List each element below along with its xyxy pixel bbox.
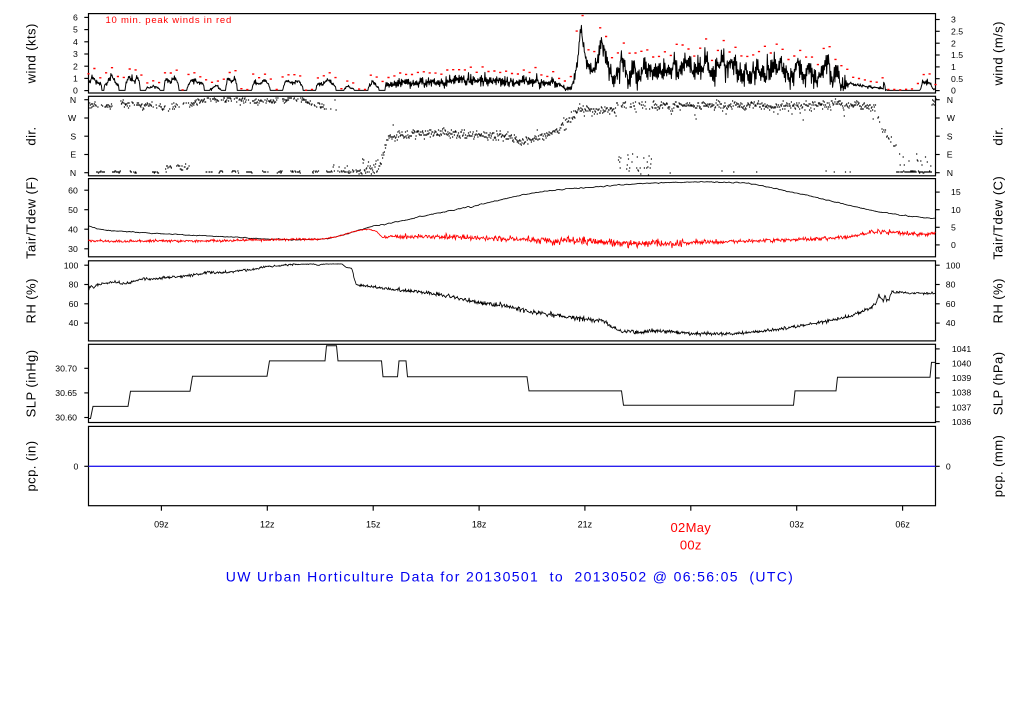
svg-text:pcp. (mm): pcp. (mm) (990, 435, 1005, 498)
svg-text:2.5: 2.5 (951, 26, 963, 36)
svg-text:2: 2 (73, 61, 78, 71)
svg-text:12z: 12z (260, 520, 275, 530)
svg-text:E: E (947, 150, 953, 160)
svg-text:0: 0 (951, 86, 956, 96)
svg-text:4: 4 (73, 37, 78, 47)
svg-text:3: 3 (73, 49, 78, 59)
svg-text:10: 10 (951, 205, 961, 215)
svg-text:40: 40 (946, 318, 956, 328)
svg-text:1.5: 1.5 (951, 50, 963, 60)
svg-text:SLP (inHg): SLP (inHg) (23, 349, 38, 417)
svg-text:1041: 1041 (952, 344, 971, 354)
svg-text:W: W (68, 113, 77, 123)
svg-text:2: 2 (951, 38, 956, 48)
svg-text:1: 1 (951, 62, 956, 72)
svg-text:N: N (947, 168, 953, 178)
svg-text:E: E (70, 150, 76, 160)
svg-text:0: 0 (951, 240, 956, 250)
svg-text:21z: 21z (578, 520, 593, 530)
svg-text:30.65: 30.65 (55, 388, 77, 398)
svg-text:S: S (947, 131, 953, 141)
svg-text:40: 40 (68, 224, 78, 234)
svg-text:09z: 09z (154, 520, 169, 530)
svg-text:0.5: 0.5 (951, 74, 963, 84)
svg-text:100: 100 (64, 260, 79, 270)
svg-text:02May: 02May (671, 520, 712, 535)
svg-text:06z: 06z (895, 520, 910, 530)
svg-text:dir.: dir. (990, 126, 1005, 145)
svg-text:00z: 00z (680, 537, 702, 552)
svg-text:Tair/Tdew (C): Tair/Tdew (C) (990, 176, 1005, 260)
svg-text:10 min. peak winds in red: 10 min. peak winds in red (106, 15, 232, 26)
svg-text:1037: 1037 (952, 402, 971, 412)
svg-text:wind (m/s): wind (m/s) (990, 21, 1005, 86)
svg-text:18z: 18z (472, 520, 487, 530)
svg-text:40: 40 (69, 318, 79, 328)
svg-text:50: 50 (68, 205, 78, 215)
svg-text:1039: 1039 (952, 373, 971, 383)
svg-text:5: 5 (951, 222, 956, 232)
svg-text:30: 30 (68, 244, 78, 254)
svg-text:60: 60 (69, 299, 79, 309)
svg-text:60: 60 (68, 185, 78, 195)
svg-text:3: 3 (951, 15, 956, 25)
svg-text:1040: 1040 (952, 359, 971, 369)
svg-text:30.70: 30.70 (55, 363, 77, 373)
svg-text:60: 60 (946, 299, 956, 309)
svg-text:N: N (947, 95, 953, 105)
svg-text:S: S (70, 131, 76, 141)
svg-text:100: 100 (946, 260, 961, 270)
svg-text:80: 80 (946, 280, 956, 290)
svg-text:80: 80 (69, 280, 79, 290)
svg-text:1036: 1036 (952, 417, 971, 427)
svg-text:15z: 15z (366, 520, 381, 530)
svg-text:0: 0 (73, 86, 78, 96)
svg-text:wind (kts): wind (kts) (23, 23, 38, 84)
svg-text:1038: 1038 (952, 388, 971, 398)
svg-text:N: N (70, 95, 76, 105)
svg-text:N: N (70, 168, 76, 178)
svg-text:0: 0 (74, 461, 79, 471)
svg-text:UW Urban Horticulture Data for: UW Urban Horticulture Data for 20130501 … (226, 568, 794, 584)
svg-text:RH (%): RH (%) (990, 278, 1005, 323)
svg-text:pcp. (in): pcp. (in) (23, 440, 38, 491)
svg-text:1: 1 (73, 74, 78, 84)
svg-text:15: 15 (951, 187, 961, 197)
svg-text:6: 6 (73, 13, 78, 23)
svg-text:W: W (947, 113, 956, 123)
svg-text:5: 5 (73, 25, 78, 35)
svg-text:RH (%): RH (%) (23, 278, 38, 323)
svg-text:Tair/Tdew (F): Tair/Tdew (F) (23, 176, 38, 258)
svg-text:03z: 03z (789, 520, 804, 530)
svg-text:30.60: 30.60 (55, 413, 77, 423)
svg-text:0: 0 (946, 461, 951, 471)
svg-text:dir.: dir. (23, 126, 38, 145)
svg-text:SLP (hPa): SLP (hPa) (990, 352, 1005, 416)
